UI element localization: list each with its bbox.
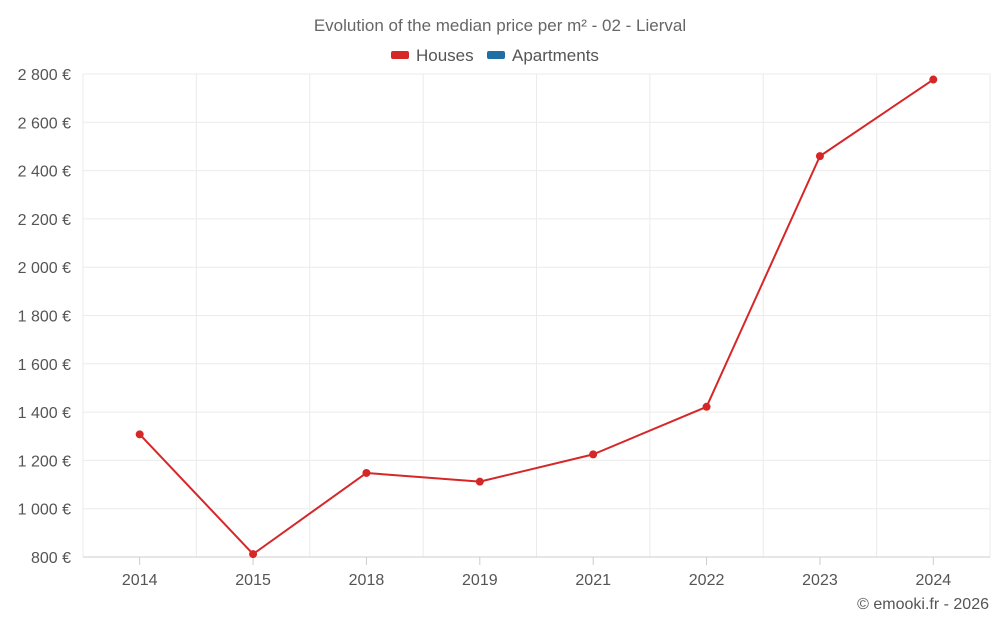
series-houses [135,75,938,559]
y-tick-label: 2 200 € [18,212,71,229]
y-tick-label: 1 000 € [18,502,71,519]
data-point[interactable] [475,477,484,486]
legend-item-houses[interactable]: Houses [391,46,474,65]
y-tick-label: 2 000 € [18,260,71,277]
x-tick-label: 2023 [802,572,838,589]
chart-title: Evolution of the median price per m² - 0… [314,16,686,35]
credit-text: © emooki.fr - 2026 [857,596,989,613]
y-tick-label: 2 800 € [18,67,71,84]
gridlines [82,73,991,557]
x-tick-label: 2019 [462,572,498,589]
data-point[interactable] [929,75,938,84]
legend-label-apartments[interactable]: Apartments [512,46,599,65]
x-tick-label: 2018 [349,572,385,589]
data-point[interactable] [135,430,144,439]
data-point[interactable] [815,152,824,161]
legend-label-houses[interactable]: Houses [416,46,474,65]
x-axis: 2014 2015 2018 2019 2021 2022 2023 2024 [83,556,990,589]
data-point[interactable] [249,550,258,559]
x-tick-label: 2024 [916,572,952,589]
y-tick-label: 2 600 € [18,115,71,132]
y-tick-label: 1 800 € [18,309,71,326]
y-tick-label: 1 600 € [18,357,71,374]
data-point[interactable] [589,450,598,459]
legend-swatch-houses [391,51,409,59]
series-line-houses [138,78,934,556]
x-tick-label: 2015 [235,572,271,589]
legend-item-apartments[interactable]: Apartments [487,46,599,65]
y-axis: 800 € 1 000 € 1 200 € 1 400 € 1 600 € 1 800 €… [18,67,71,567]
y-tick-label: 800 € [31,550,71,567]
x-tick-label: 2014 [122,572,158,589]
legend[interactable]: Houses Apartments [391,46,599,65]
y-tick-label: 1 400 € [18,405,71,422]
y-tick-label: 2 400 € [18,164,71,181]
legend-swatch-apartments [487,51,505,59]
data-point[interactable] [362,468,371,477]
x-tick-label: 2022 [689,572,725,589]
y-tick-label: 1 200 € [18,453,71,470]
data-point[interactable] [702,402,711,411]
x-tick-label: 2021 [575,572,611,589]
